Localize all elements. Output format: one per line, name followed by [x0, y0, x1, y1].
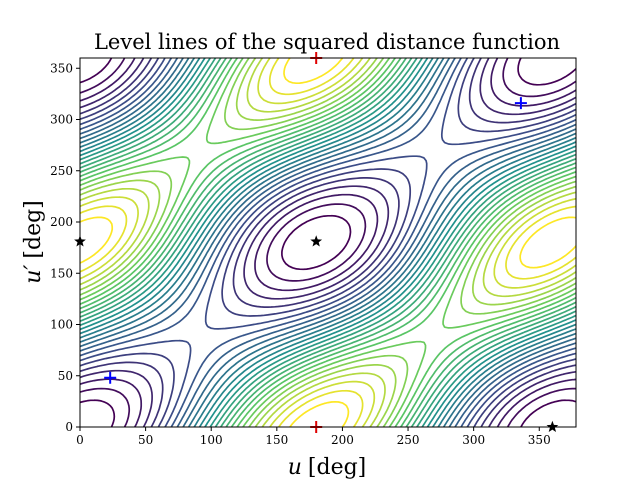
- contour-level: [80, 58, 576, 427]
- y-tick-label: 0: [65, 420, 73, 434]
- contour-level: [80, 58, 576, 427]
- contour-level: [80, 58, 576, 427]
- contour-level: [80, 58, 576, 427]
- x-tick-label: 250: [397, 433, 420, 447]
- contour-level: [80, 58, 576, 427]
- y-tick-label: 250: [50, 164, 73, 178]
- x-axis-variable: u: [288, 455, 302, 480]
- contour-level: [80, 58, 576, 427]
- contour-level: [80, 58, 576, 427]
- black-star-marker: [546, 420, 559, 432]
- y-tick-label: 150: [50, 266, 73, 280]
- contour-level: [80, 58, 576, 427]
- y-tick-label: 350: [50, 61, 73, 75]
- x-axis-unit: [deg]: [308, 455, 366, 480]
- y-axis-unit: [deg]: [21, 200, 46, 258]
- contour-level: [80, 58, 576, 427]
- x-tick-label: 0: [76, 433, 84, 447]
- plot-frame: [79, 57, 577, 428]
- contour-level: [80, 58, 576, 427]
- contour-level: [80, 58, 576, 427]
- contour-level: [80, 58, 576, 427]
- contour-level: [80, 58, 576, 427]
- contour-level: [80, 58, 576, 427]
- y-tick-label: 200: [50, 215, 73, 229]
- x-tick-label: 150: [265, 433, 288, 447]
- x-tick-label: 200: [331, 433, 354, 447]
- x-tick-label: 50: [138, 433, 153, 447]
- y-tick-label: 50: [58, 369, 73, 383]
- contour-level: [80, 58, 576, 427]
- x-tick-label: 300: [462, 433, 485, 447]
- y-tick-label: 300: [50, 113, 73, 127]
- contour-level: [80, 58, 576, 427]
- black-star-marker: [310, 235, 323, 247]
- contour-level: [80, 58, 576, 427]
- x-tick-label: 350: [528, 433, 551, 447]
- contour-level: [80, 58, 576, 427]
- blue-plus-marker: [514, 97, 527, 110]
- x-axis-label: u [deg]: [288, 455, 367, 480]
- contour-level: [80, 58, 576, 427]
- contour-level: [80, 58, 576, 427]
- contour-level: [80, 58, 576, 427]
- blue-plus-marker: [104, 371, 117, 384]
- chart-title: Level lines of the squared distance func…: [94, 30, 560, 54]
- contour-lines: [80, 58, 576, 427]
- contour-level: [80, 58, 576, 427]
- contour-level: [80, 58, 576, 427]
- x-tick-label: 100: [200, 433, 223, 447]
- x-axis: 0 50 100 150 200 250 300 350: [76, 427, 551, 447]
- y-axis-variable: u′: [21, 265, 46, 284]
- y-tick-label: 100: [50, 318, 73, 332]
- contour-level: [80, 58, 576, 427]
- contour-level: [80, 58, 576, 427]
- y-axis-label: u′ [deg]: [21, 200, 46, 284]
- y-axis: 0 50 100 150 200 250 300 350: [50, 61, 80, 434]
